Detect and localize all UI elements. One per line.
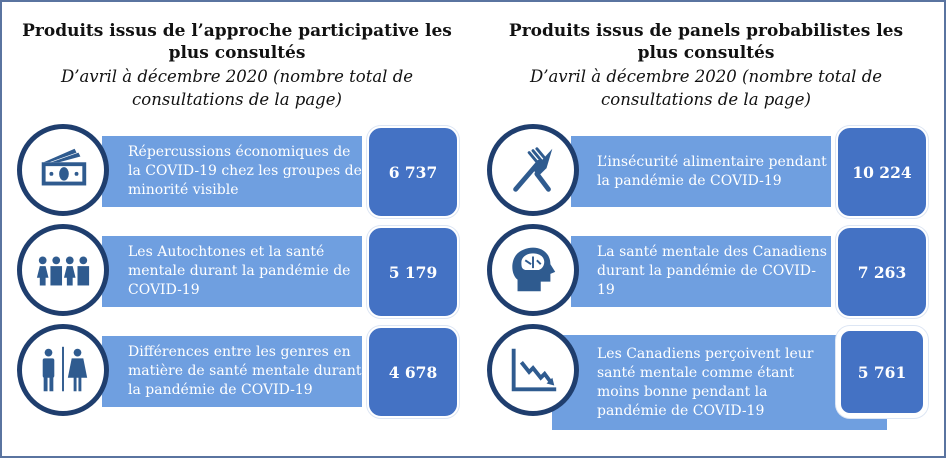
declining-chart-icon <box>487 324 579 416</box>
left-title: Produits issus de l’approche participati… <box>22 21 452 63</box>
right-subtitle: D’avril à décembre 2020 (nombre total de… <box>529 67 883 109</box>
left-header: Produits issus de l’approche participati… <box>17 20 457 111</box>
brain-head-icon <box>487 224 579 316</box>
count-value: 7 263 <box>836 226 928 318</box>
left-subtitle: D’avril à décembre 2020 (nombre total de… <box>60 67 414 109</box>
count-value: 5 761 <box>836 326 928 418</box>
right-header: Produits issus de panels probabilistes l… <box>486 20 926 111</box>
money-icon <box>17 124 109 216</box>
list-item-label: La santé mentale des Canadiens durant la… <box>571 236 831 307</box>
list-item-label: L’insécurité alimentaire pendant la pand… <box>571 136 831 207</box>
man-woman-icon <box>17 324 109 416</box>
list-item-label: Différences entre les genres en matière … <box>102 336 362 407</box>
list-item-label: Les Autochtones et la santé mentale dura… <box>102 236 362 307</box>
people-group-icon <box>17 224 109 316</box>
list-item-label: Les Canadiens perçoivent leur santé ment… <box>552 335 887 430</box>
fork-knife-icon <box>487 124 579 216</box>
count-value: 10 224 <box>836 126 928 218</box>
count-value: 5 179 <box>367 226 459 318</box>
count-value: 6 737 <box>367 126 459 218</box>
list-item-label: Répercussions économiques de la COVID-19… <box>102 136 362 207</box>
count-value: 4 678 <box>367 326 459 418</box>
right-title: Produits issus de panels probabilistes l… <box>508 21 904 63</box>
